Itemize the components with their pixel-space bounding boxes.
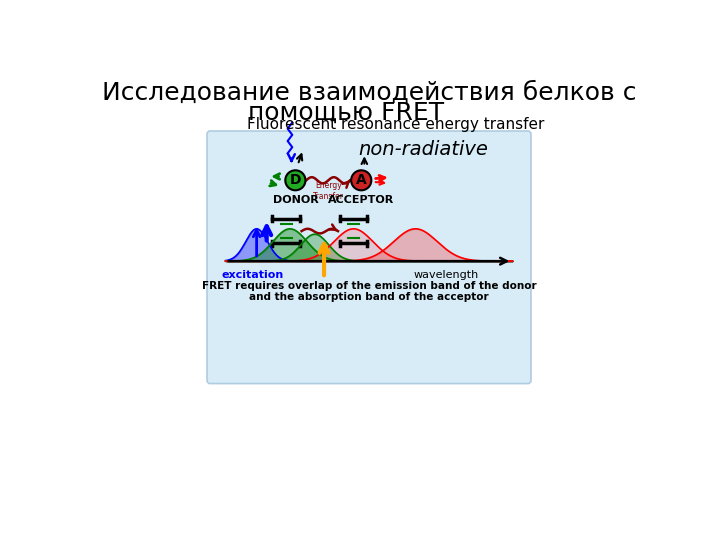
Text: non-radiative: non-radiative (359, 140, 488, 159)
Text: and the absorption band of the acceptor: and the absorption band of the acceptor (249, 292, 489, 301)
Text: Исследование взаимодействия белков с: Исследование взаимодействия белков с (102, 82, 636, 105)
Text: FRET requires overlap of the emission band of the donor: FRET requires overlap of the emission ba… (202, 281, 536, 291)
Circle shape (351, 170, 372, 190)
Text: ACCEPTOR: ACCEPTOR (328, 195, 395, 205)
Text: Energy
Transfer: Energy Transfer (312, 181, 344, 201)
Text: D: D (289, 173, 301, 187)
Text: A: A (356, 173, 366, 187)
Text: wavelength: wavelength (414, 271, 479, 280)
Text: excitation: excitation (222, 271, 284, 280)
Text: Fluorescent resonance energy transfer: Fluorescent resonance energy transfer (248, 117, 545, 132)
Text: помощью FRET: помощью FRET (248, 100, 444, 125)
Circle shape (285, 170, 305, 190)
Text: DONOR: DONOR (272, 195, 318, 205)
FancyBboxPatch shape (207, 131, 531, 383)
